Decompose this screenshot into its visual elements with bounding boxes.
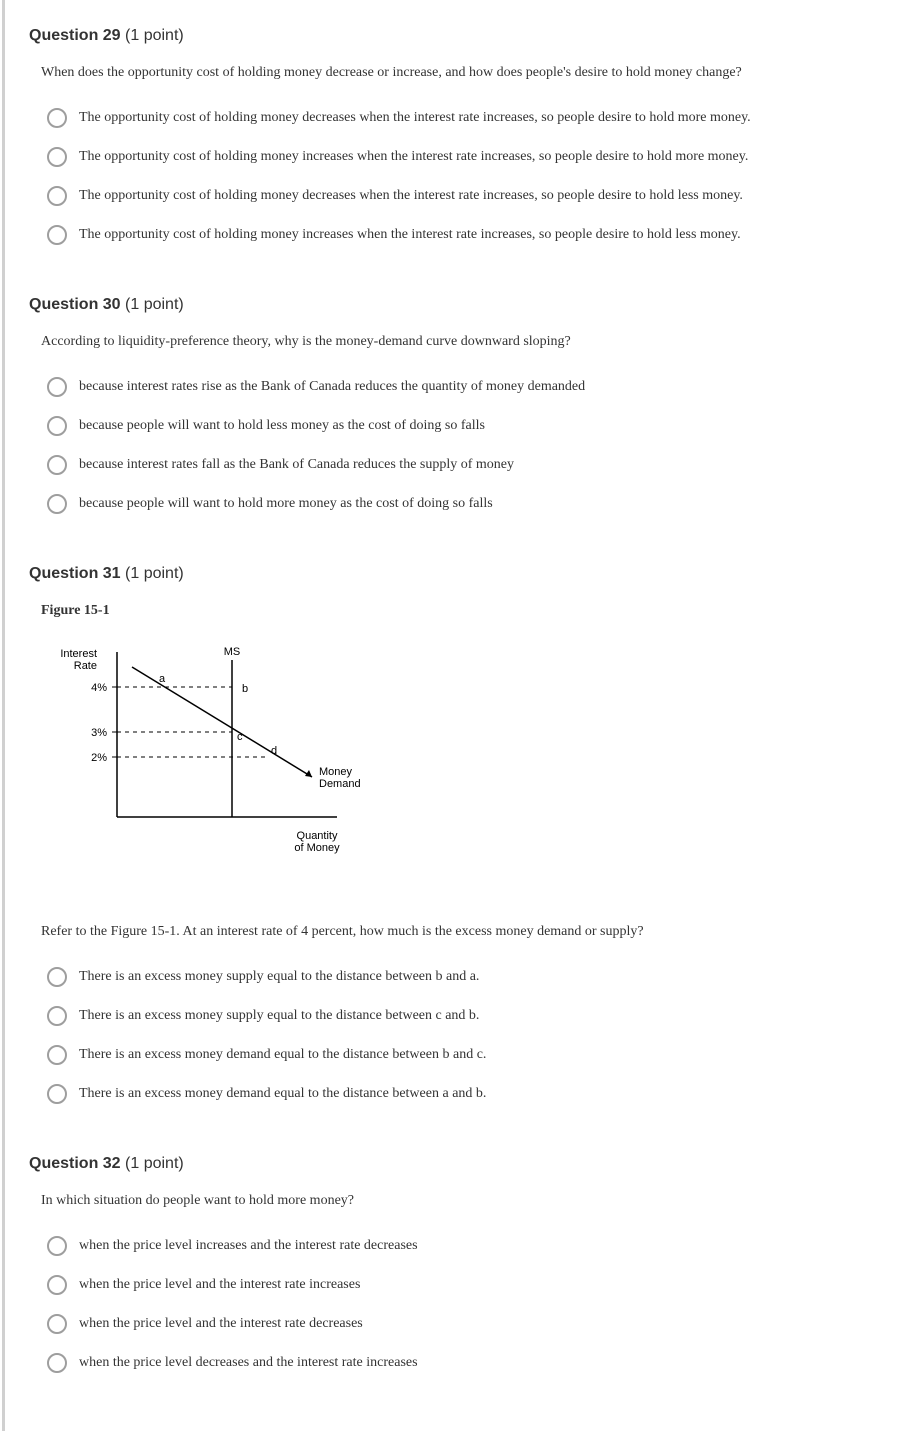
question-body: Figure 15-1 InterestRate Quantityof Money… [29, 600, 884, 1104]
question-prompt: When does the opportunity cost of holdin… [41, 62, 884, 83]
radio-icon[interactable] [47, 186, 67, 206]
option-row[interactable]: The opportunity cost of holding money in… [47, 146, 884, 167]
question-header: Question 32 (1 point) [29, 1152, 884, 1176]
question-number: 32 [103, 1155, 121, 1172]
question-block: Question 31 (1 point) Figure 15-1 Intere… [29, 562, 884, 1104]
option-text: when the price level decreases and the i… [79, 1352, 844, 1373]
question-title-prefix: Question [29, 1155, 103, 1172]
question-followup: Refer to the Figure 15-1. At an interest… [41, 921, 884, 942]
option-text: There is an excess money supply equal to… [79, 966, 844, 987]
option-row[interactable]: The opportunity cost of holding money de… [47, 185, 884, 206]
radio-icon[interactable] [47, 455, 67, 475]
option-row[interactable]: because interest rates fall as the Bank … [47, 454, 884, 475]
question-points: (1 point) [121, 296, 184, 313]
svg-text:3%: 3% [91, 727, 107, 739]
option-row[interactable]: There is an excess money demand equal to… [47, 1044, 884, 1065]
svg-text:d: d [271, 745, 277, 757]
option-text: when the price level and the interest ra… [79, 1274, 844, 1295]
option-text: The opportunity cost of holding money in… [79, 224, 844, 245]
radio-icon[interactable] [47, 225, 67, 245]
option-row[interactable]: when the price level decreases and the i… [47, 1352, 884, 1373]
svg-text:a: a [159, 673, 166, 685]
option-row[interactable]: The opportunity cost of holding money de… [47, 107, 884, 128]
option-text: The opportunity cost of holding money de… [79, 107, 844, 128]
option-text: when the price level increases and the i… [79, 1235, 844, 1256]
option-row[interactable]: because people will want to hold more mo… [47, 493, 884, 514]
radio-icon[interactable] [47, 377, 67, 397]
question-number: 29 [103, 27, 121, 44]
question-points: (1 point) [121, 1155, 184, 1172]
question-prompt: According to liquidity-preference theory… [41, 331, 884, 352]
question-number: 30 [103, 296, 121, 313]
option-row[interactable]: because people will want to hold less mo… [47, 415, 884, 436]
svg-text:Money: Money [319, 766, 353, 778]
option-row[interactable]: when the price level and the interest ra… [47, 1274, 884, 1295]
svg-text:Interest: Interest [60, 648, 97, 660]
question-block: Question 29 (1 point) When does the oppo… [29, 24, 884, 245]
question-title-prefix: Question [29, 296, 103, 313]
question-prompt: In which situation do people want to hol… [41, 1190, 884, 1211]
option-text: because interest rates rise as the Bank … [79, 376, 844, 397]
options-list: The opportunity cost of holding money de… [41, 107, 884, 245]
option-row[interactable]: The opportunity cost of holding money in… [47, 224, 884, 245]
option-row[interactable]: There is an excess money supply equal to… [47, 966, 884, 987]
question-body: When does the opportunity cost of holdin… [29, 62, 884, 245]
radio-icon[interactable] [47, 147, 67, 167]
question-header: Question 29 (1 point) [29, 24, 884, 48]
option-row[interactable]: There is an excess money supply equal to… [47, 1005, 884, 1026]
svg-text:4%: 4% [91, 682, 107, 694]
option-text: because people will want to hold less mo… [79, 415, 844, 436]
option-row[interactable]: because interest rates rise as the Bank … [47, 376, 884, 397]
question-title-prefix: Question [29, 565, 103, 582]
option-row[interactable]: There is an excess money demand equal to… [47, 1083, 884, 1104]
figure-label: Figure 15-1 [41, 600, 884, 621]
question-block: Question 30 (1 point) According to liqui… [29, 293, 884, 514]
option-text: The opportunity cost of holding money de… [79, 185, 844, 206]
question-body: In which situation do people want to hol… [29, 1190, 884, 1373]
radio-icon[interactable] [47, 1236, 67, 1256]
option-text: There is an excess money demand equal to… [79, 1044, 844, 1065]
svg-text:of Money: of Money [294, 842, 340, 854]
svg-text:Demand: Demand [319, 778, 361, 790]
option-text: because people will want to hold more mo… [79, 493, 844, 514]
svg-text:b: b [242, 683, 248, 695]
question-points: (1 point) [121, 565, 184, 582]
option-row[interactable]: when the price level and the interest ra… [47, 1313, 884, 1334]
svg-text:2%: 2% [91, 752, 107, 764]
radio-icon[interactable] [47, 967, 67, 987]
option-text: There is an excess money supply equal to… [79, 1005, 844, 1026]
svg-text:Rate: Rate [74, 660, 97, 672]
radio-icon[interactable] [47, 1353, 67, 1373]
option-text: because interest rates fall as the Bank … [79, 454, 844, 475]
option-text: The opportunity cost of holding money in… [79, 146, 844, 167]
radio-icon[interactable] [47, 1006, 67, 1026]
option-row[interactable]: when the price level increases and the i… [47, 1235, 884, 1256]
radio-icon[interactable] [47, 108, 67, 128]
money-market-graph: InterestRate Quantityof Money 4% 3% 2% MS Mone… [47, 637, 377, 867]
options-list: because interest rates rise as the Bank … [41, 376, 884, 514]
svg-text:Quantity: Quantity [297, 830, 338, 842]
radio-icon[interactable] [47, 416, 67, 436]
question-header: Question 30 (1 point) [29, 293, 884, 317]
svg-text:MS: MS [224, 646, 241, 658]
radio-icon[interactable] [47, 494, 67, 514]
option-text: when the price level and the interest ra… [79, 1313, 844, 1334]
option-text: There is an excess money demand equal to… [79, 1083, 844, 1104]
radio-icon[interactable] [47, 1275, 67, 1295]
quiz-page: Question 29 (1 point) When does the oppo… [2, 0, 904, 1431]
question-body: According to liquidity-preference theory… [29, 331, 884, 514]
figure-15-1: InterestRate Quantityof Money 4% 3% 2% MS Mone… [47, 637, 884, 873]
question-title-prefix: Question [29, 27, 103, 44]
options-list: There is an excess money supply equal to… [41, 966, 884, 1104]
radio-icon[interactable] [47, 1045, 67, 1065]
svg-text:c: c [237, 731, 243, 743]
question-points: (1 point) [121, 27, 184, 44]
radio-icon[interactable] [47, 1084, 67, 1104]
question-number: 31 [103, 565, 121, 582]
question-block: Question 32 (1 point) In which situation… [29, 1152, 884, 1373]
radio-icon[interactable] [47, 1314, 67, 1334]
question-header: Question 31 (1 point) [29, 562, 884, 586]
options-list: when the price level increases and the i… [41, 1235, 884, 1373]
